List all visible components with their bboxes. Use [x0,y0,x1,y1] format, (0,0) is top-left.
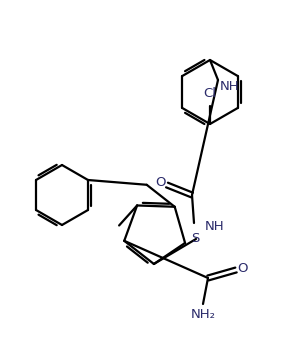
Text: O: O [155,177,165,190]
Text: NH: NH [220,79,240,92]
Text: Cl: Cl [204,87,217,100]
Text: NH₂: NH₂ [190,308,215,320]
Text: O: O [238,261,248,274]
Text: NH: NH [205,221,225,233]
Text: S: S [191,233,199,245]
